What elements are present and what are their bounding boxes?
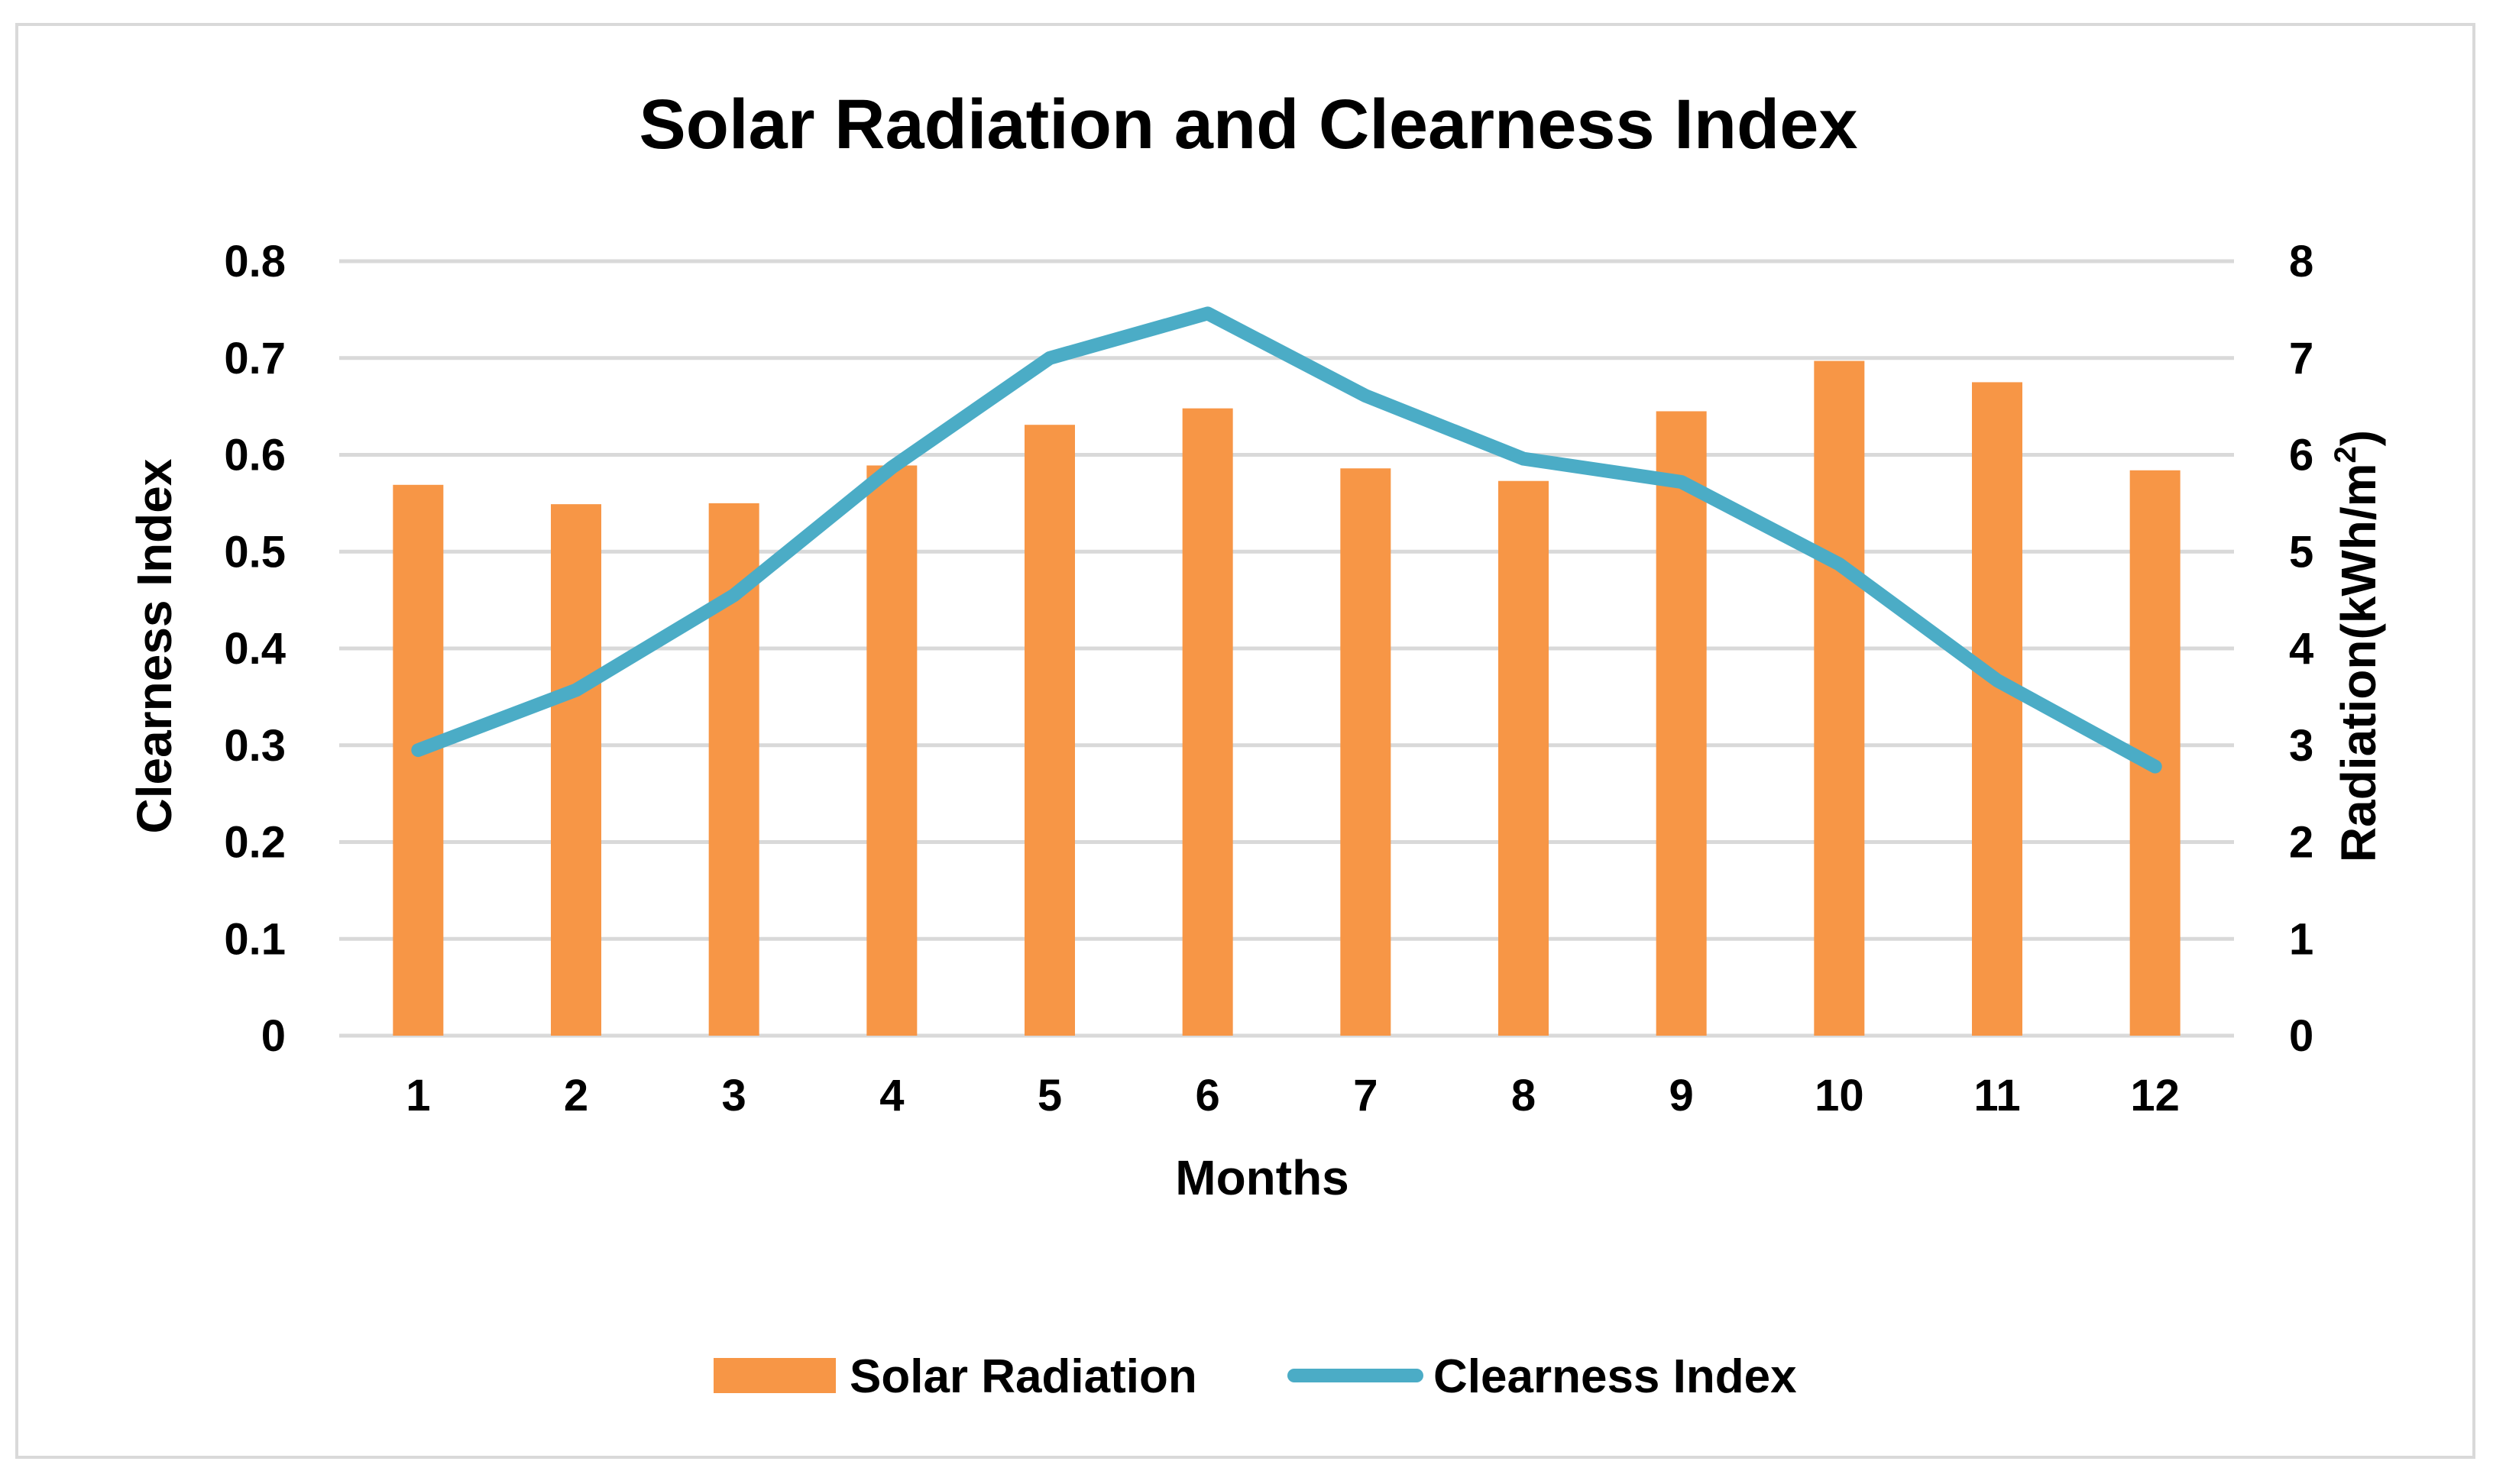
right-tick-label: 8 — [2289, 237, 2313, 286]
x-tick-label: 7 — [1353, 1071, 1378, 1120]
right-axis-title-close: ) — [2331, 430, 2386, 446]
legend-label-clearness-index: Clearness Index — [1433, 1350, 1797, 1403]
legend: Solar Radiation Clearness Index — [714, 1350, 1797, 1403]
chart-frame: Solar Radiation and Clearness Index 0 0.1… — [15, 23, 2475, 1459]
chart-title: Solar Radiation and Clearness Index — [639, 86, 1857, 163]
bar — [866, 465, 918, 1036]
right-tick-label: 5 — [2289, 527, 2313, 577]
left-axis-title: Clearness Index — [127, 458, 182, 833]
x-tick-label: 5 — [1038, 1071, 1062, 1120]
right-tick-label: 4 — [2289, 624, 2313, 674]
bar — [1025, 425, 1075, 1036]
right-axis-tick-labels: 0 1 2 3 4 5 6 7 8 — [2289, 237, 2313, 1061]
x-tick-label: 3 — [722, 1071, 746, 1120]
x-tick-label: 9 — [1669, 1071, 1694, 1120]
left-tick-label: 0.5 — [224, 527, 286, 577]
right-axis-title-main: Radiation(kWh/m — [2331, 463, 2386, 862]
bar — [1972, 382, 2022, 1036]
line-series-clearness-index — [411, 306, 2162, 774]
bar — [1814, 360, 1865, 1036]
left-tick-label: 0.7 — [224, 334, 286, 383]
bar-series-solar-radiation — [393, 360, 2181, 1036]
x-tick-label: 12 — [2130, 1071, 2180, 1120]
right-axis-title-superscript: 2 — [2329, 446, 2362, 463]
right-tick-label: 1 — [2289, 914, 2313, 964]
right-axis-title: Radiation(kWh/m2) — [2329, 430, 2386, 862]
right-tick-label: 2 — [2289, 818, 2313, 868]
bar — [551, 504, 601, 1036]
bar — [1656, 411, 1707, 1036]
bar — [1498, 480, 1549, 1036]
chart: Solar Radiation and Clearness Index 0 0.1… — [127, 86, 2386, 1403]
left-tick-label: 0.6 — [224, 431, 286, 480]
left-tick-label: 0.3 — [224, 721, 286, 771]
bar — [393, 484, 444, 1036]
right-tick-label: 7 — [2289, 334, 2313, 383]
x-tick-label: 6 — [1196, 1071, 1220, 1120]
bar — [1182, 408, 1233, 1036]
x-tick-label: 4 — [879, 1071, 904, 1120]
left-tick-label: 0.4 — [224, 624, 286, 674]
x-axis-title: Months — [1175, 1150, 1349, 1205]
x-tick-label: 1 — [406, 1071, 430, 1120]
right-tick-label: 0 — [2289, 1011, 2313, 1061]
legend-label-solar-radiation: Solar Radiation — [850, 1350, 1197, 1403]
x-tick-label: 11 — [1973, 1071, 2020, 1120]
legend-swatch-solar-radiation — [714, 1358, 836, 1393]
x-tick-label: 8 — [1511, 1071, 1536, 1120]
clearness-index-line — [411, 306, 2162, 774]
left-axis-tick-labels: 0 0.1 0.2 0.3 0.4 0.5 0.6 0.7 0.8 — [224, 237, 286, 1061]
left-tick-label: 0 — [261, 1011, 286, 1061]
x-tick-label: 10 — [1815, 1071, 1864, 1120]
x-tick-label: 2 — [564, 1071, 588, 1120]
left-tick-label: 0.2 — [224, 818, 286, 868]
left-tick-label: 0.8 — [224, 237, 286, 286]
bar — [1340, 468, 1391, 1036]
x-axis-tick-labels: 1 2 3 4 5 6 7 8 9 10 11 12 — [406, 1071, 2180, 1120]
right-tick-label: 6 — [2289, 431, 2313, 480]
right-tick-label: 3 — [2289, 721, 2313, 771]
left-tick-label: 0.1 — [224, 914, 286, 964]
